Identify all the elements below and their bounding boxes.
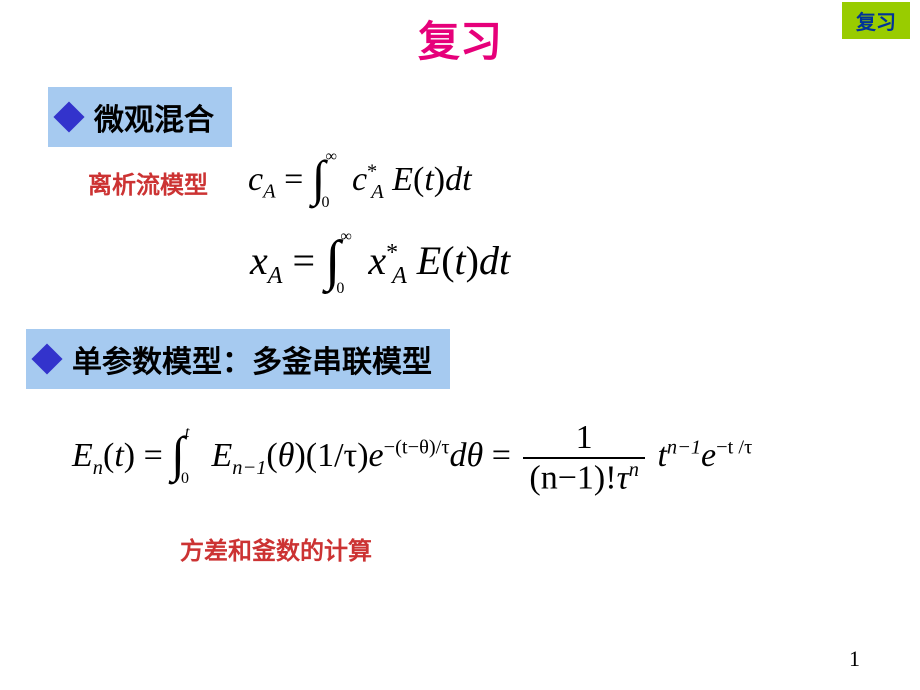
section-heading-2: 单参数模型：多釜串联模型	[26, 329, 450, 389]
section-2-label: 单参数模型：多釜串联模型	[72, 337, 432, 381]
sub-label-1: 离析流模型	[88, 165, 208, 200]
sub-label-2: 方差和釜数的计算	[180, 531, 920, 566]
formula-2: xA = ∫∞0 x*A E(t)dt	[250, 233, 510, 297]
diamond-bullet-icon	[31, 343, 62, 374]
diamond-bullet-icon	[53, 101, 84, 132]
section-heading-1: 微观混合	[48, 87, 232, 147]
section-1-label: 微观混合	[94, 95, 214, 139]
formula-1: cA = ∫∞0 c*A E(t)dt	[248, 153, 472, 211]
page-title: 复习	[0, 0, 920, 69]
formula-3: En(t) = ∫t0 En−1(θ)(1/τ)e−(t−θ)/τdθ = 1 …	[72, 419, 752, 497]
corner-tag: 复习	[842, 2, 910, 39]
page-number: 1	[849, 646, 860, 672]
